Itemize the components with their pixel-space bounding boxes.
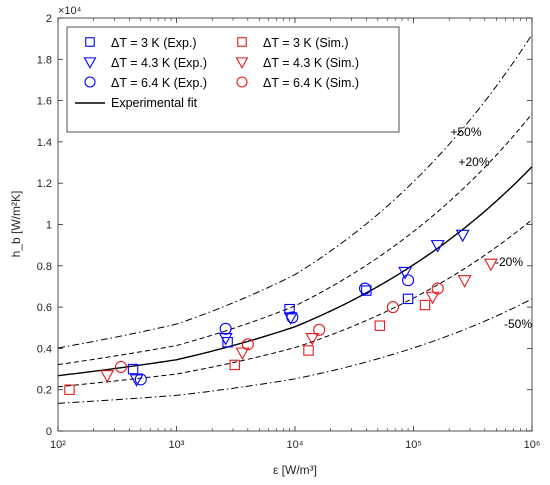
data-point-circle [358, 282, 372, 295]
data-point-triangle-down [218, 332, 233, 346]
legend: ΔT = 3 K (Exp.) ΔT = 3 K (Sim.) ΔT = 4.3 K… [66, 26, 400, 133]
data-point-circle [402, 274, 415, 287]
data-point-square [64, 384, 75, 395]
band-line-plus50 [57, 34, 533, 349]
data-point-square [374, 320, 386, 331]
fit-line [57, 166, 533, 377]
band-line-minus50 [57, 298, 533, 404]
data-point-circle [386, 301, 399, 314]
data-point-triangle-down [430, 240, 445, 253]
x-tick-label: 10⁴ [287, 439, 304, 451]
data-point-square [229, 359, 240, 371]
legend-marker-square [85, 37, 95, 47]
band-label: -50% [504, 317, 532, 331]
data-point-triangle-down [129, 374, 144, 387]
y-tick-label: 0.6 [37, 302, 52, 314]
x-tick-label: 10⁶ [524, 439, 541, 451]
y-tick-label: 1.2 [37, 178, 52, 190]
legend-label: ΔT = 3 K (Sim.) [263, 36, 349, 50]
band-line-plus20 [57, 113, 533, 366]
y-tick-label: 1.6 [37, 96, 52, 108]
data-point-square [222, 336, 233, 348]
y-tick-label: 1 [46, 220, 52, 232]
y-tick-label: 0.4 [37, 343, 52, 355]
data-point-triangle-down [100, 370, 115, 383]
data-point-triangle-down [283, 312, 298, 325]
legend-marker-square [237, 37, 247, 47]
band-label: +50% [450, 125, 481, 139]
data-point-square [303, 345, 314, 356]
band-label: -20% [495, 255, 523, 269]
band-line-minus20 [57, 219, 533, 388]
fit-line-group [57, 166, 533, 377]
data-point-circle [219, 322, 232, 335]
data-point-circle [134, 373, 147, 386]
y-tick-label: 1.8 [37, 54, 52, 66]
legend-marker-circle [236, 76, 248, 88]
y-tick-label: 0.8 [37, 261, 52, 273]
data-point-square [419, 299, 431, 311]
legend-label: Experimental fit [111, 96, 198, 110]
band-labels: +50% +20% -20% -50% [450, 125, 532, 331]
data-point-triangle-down [483, 258, 498, 272]
legend-label: ΔT = 4.3 K (Exp.) [111, 56, 207, 70]
x-tick-label: 10² [50, 439, 66, 451]
y-tick-label: 2 [46, 13, 52, 25]
y-tick-label: 0.2 [37, 385, 52, 397]
band-label: +20% [458, 155, 489, 169]
x-tick-label: 10⁵ [405, 439, 422, 451]
data-point-square [284, 303, 295, 315]
data-point-square [361, 285, 372, 296]
data-point-triangle-down [398, 266, 413, 280]
legend-label: ΔT = 6.4 K (Exp.) [111, 76, 207, 90]
data-point-circle [313, 323, 326, 336]
data-point-triangle-down [425, 291, 440, 305]
legend-label: ΔT = 4.3 K (Sim.) [263, 56, 359, 70]
data-point-triangle-down [305, 332, 320, 346]
legend-marker-circle [84, 76, 96, 88]
data-point-triangle-down [457, 275, 472, 288]
data-point-circle [241, 338, 254, 351]
y-tick-label: 0 [46, 426, 52, 438]
y-exponent-label: ×10⁴ [58, 5, 82, 17]
y-tick-label: 1.4 [37, 137, 52, 149]
legend-label: ΔT = 3 K (Exp.) [111, 36, 197, 50]
data-point-square [127, 363, 139, 375]
legend-marker-triangle-down [235, 57, 249, 69]
data-point-triangle-down [235, 347, 250, 361]
data-point-circle [114, 360, 128, 374]
data-point-square [402, 293, 414, 305]
data-point-circle [431, 282, 444, 295]
tolerance-bands [57, 34, 533, 404]
legend-box [66, 26, 400, 133]
data-point-circle [286, 311, 299, 324]
legend-label: ΔT = 6.4 K (Sim.) [263, 76, 359, 90]
y-axis-label: h_b [W/m²K] [9, 191, 23, 258]
data-points [64, 229, 498, 395]
data-point-triangle-down [455, 229, 470, 243]
axes: 10² 10³ 10⁴ 10⁵ 10⁶ 0 0.2 0.4 0.6 0.8 1 1.2 1.4 1.6 1.… [37, 13, 541, 451]
x-tick-label: 10³ [169, 439, 185, 451]
x-axis-label: ε [W/m³] [273, 463, 317, 477]
legend-marker-triangle-down [83, 57, 97, 69]
